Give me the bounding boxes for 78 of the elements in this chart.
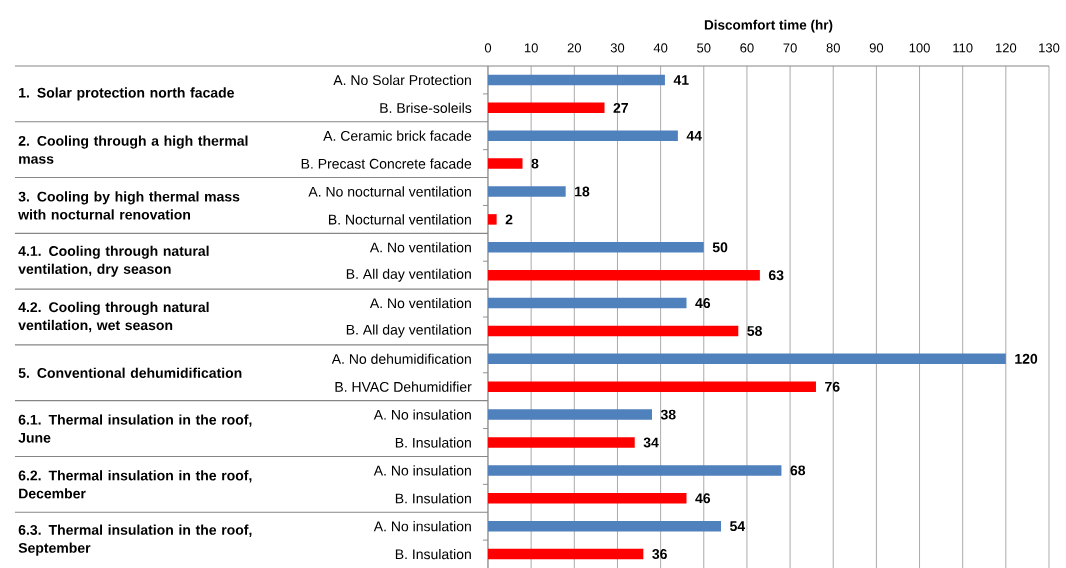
y-tick-label: A. No ventilation	[369, 242, 471, 253]
bar	[488, 381, 816, 392]
data-label: 58	[747, 325, 762, 336]
y-tick-label: A. No insulation	[373, 521, 471, 532]
x-tick-label: 40	[653, 43, 668, 53]
data-label: 76	[825, 381, 840, 392]
data-label: 46	[695, 493, 711, 504]
data-label: 68	[790, 465, 806, 476]
bar	[488, 242, 704, 253]
data-label: 54	[729, 521, 746, 532]
y-tick-label: A. Ceramic brick facade	[323, 130, 472, 141]
x-tick-label: 60	[740, 43, 754, 53]
data-label: 44	[686, 130, 702, 141]
y-tick-label: B. Brise-soleils	[380, 102, 472, 113]
bar	[488, 102, 605, 114]
y-tick-label: B. Insulation	[395, 493, 471, 504]
x-tick-label: 50	[697, 43, 711, 53]
bar	[488, 269, 760, 281]
bar	[488, 297, 687, 309]
data-label: 34	[643, 437, 659, 448]
y-tick-label: A. No insulation	[373, 409, 471, 420]
bar	[488, 158, 523, 169]
bar	[488, 409, 652, 420]
y-tick-label: B. Nocturnal ventilation	[328, 214, 471, 225]
bar	[488, 465, 782, 476]
x-axis-title: Discomfort time (hr)	[704, 19, 833, 33]
x-tick-label: 130	[1039, 43, 1060, 53]
bar	[488, 214, 497, 225]
text: 6.1. Thermal insulation in the roof, June	[18, 414, 252, 443]
y-tick-label: B. All day ventilation	[346, 324, 471, 338]
text: 4.1. Cooling through natural ventilation, dry season	[18, 245, 209, 277]
y-tick-label: B. Insulation	[395, 437, 471, 448]
data-label: 46	[695, 298, 711, 309]
text: 6.2. Thermal insulation in the roof, December	[18, 470, 252, 499]
y-tick-label: A. No Solar Protection	[333, 74, 471, 86]
y-tick-label: A. No dehumidification	[331, 353, 471, 364]
bar	[488, 437, 635, 448]
data-label: 8	[531, 158, 539, 169]
text: 5. Conventional dehumidification	[18, 367, 242, 378]
y-tick-label: B. HVAC Dehumidifier	[335, 381, 472, 392]
data-label: 18	[575, 186, 590, 197]
x-tick-label: 100	[909, 43, 930, 53]
x-tick-label: 110	[953, 43, 973, 53]
data-label: 36	[652, 549, 667, 560]
data-label: 120	[1015, 353, 1038, 364]
bar	[488, 520, 722, 532]
x-tick-label: 70	[783, 43, 797, 53]
x-tick-label: 90	[869, 43, 884, 53]
bar	[488, 353, 1006, 365]
x-tick-label: 120	[995, 43, 1017, 53]
text: 6.3. Thermal insulation in the roof, September	[18, 524, 252, 556]
bar	[488, 493, 687, 504]
x-tick-label: 80	[826, 43, 840, 53]
data-label: 50	[712, 242, 728, 253]
data-label: 63	[768, 270, 784, 281]
bar	[488, 130, 678, 141]
text: 1. Solar protection north facade	[19, 87, 234, 101]
text: 4.2. Cooling through natural ventilation, wet season	[18, 301, 209, 333]
x-tick-label: 20	[567, 43, 582, 53]
text: 3. Cooling by high thermal mass with nocturnal renovation	[18, 191, 240, 220]
y-tick-label: A. No nocturnal ventilation	[308, 186, 471, 197]
data-label: 27	[613, 102, 628, 113]
bar	[488, 186, 566, 197]
y-tick-label: A. No insulation	[373, 465, 471, 476]
y-tick-label: A. No ventilation	[369, 297, 471, 309]
x-tick-label: 30	[610, 43, 625, 53]
y-tick-label: B. Precast Concrete facade	[301, 158, 472, 169]
y-tick-label: B. All day ventilation	[346, 268, 471, 282]
x-tick-label: 10	[524, 43, 538, 53]
bar	[488, 548, 644, 560]
text: 2. Cooling through a high thermal mass	[18, 135, 248, 164]
y-tick-label: B. Insulation	[395, 548, 471, 560]
data-label: 38	[660, 409, 676, 420]
data-label: 41	[673, 75, 689, 85]
bar	[488, 74, 665, 86]
x-tick-label: 0	[484, 43, 492, 53]
data-label: 2	[505, 214, 513, 225]
bar	[488, 325, 739, 337]
